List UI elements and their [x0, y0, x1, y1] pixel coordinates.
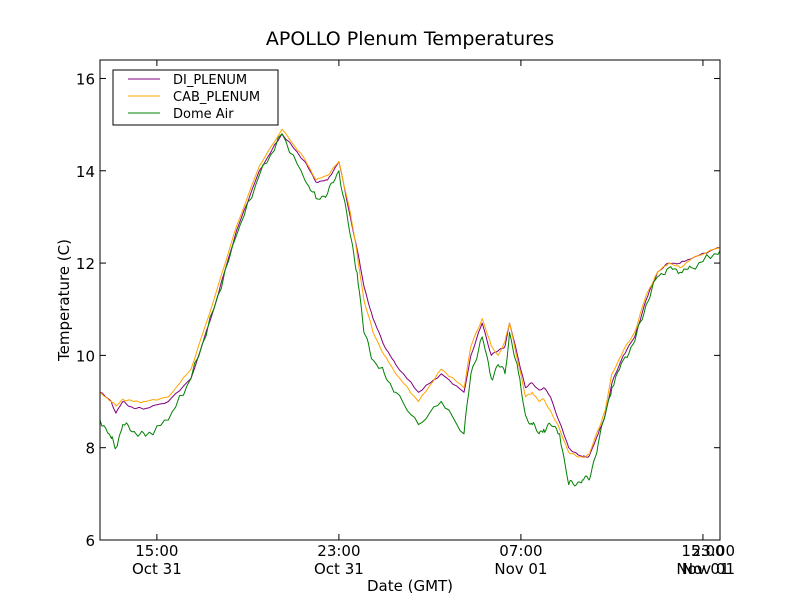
x-tick-label-date: Nov 01: [494, 560, 547, 578]
chart-title: APOLLO Plenum Temperatures: [266, 28, 554, 50]
x-tick-label-date: Nov 01: [676, 560, 729, 578]
legend-label: CAB_PLENUM: [173, 90, 260, 105]
y-tick-label: 10: [76, 347, 95, 365]
x-tick-label-time: 15:00: [681, 542, 724, 560]
y-axis-label: Temperature (C): [55, 239, 73, 362]
x-tick-label-time: 23:00: [317, 542, 360, 560]
y-tick-label: 16: [76, 70, 95, 88]
x-axis-label: Date (GMT): [367, 577, 453, 595]
x-tick-label-time: 23:00: [692, 542, 735, 560]
series-line-di-plenum: [100, 133, 720, 458]
series-line-cab-plenum: [100, 128, 720, 458]
y-tick-label: 14: [76, 163, 95, 181]
y-tick-label: 8: [85, 440, 95, 458]
plot-area-frame: [99, 59, 721, 541]
x-tick-label-time: 07:00: [499, 542, 542, 560]
y-tick-label: 6: [85, 532, 95, 550]
legend-label: Dome Air: [173, 107, 234, 122]
x-tick-label-time: 15:00: [135, 542, 178, 560]
x-tick-label-date: Oct 31: [314, 560, 364, 578]
x-tick-label-date: Nov 01: [682, 560, 735, 578]
legend-label: DI_PLENUM: [173, 73, 247, 88]
legend: DI_PLENUM CAB_PLENUM Dome Air: [112, 69, 279, 126]
series-line-dome-air: [100, 133, 720, 487]
x-tick-label-date: Oct 31: [132, 560, 182, 578]
y-tick-label: 12: [76, 255, 95, 273]
